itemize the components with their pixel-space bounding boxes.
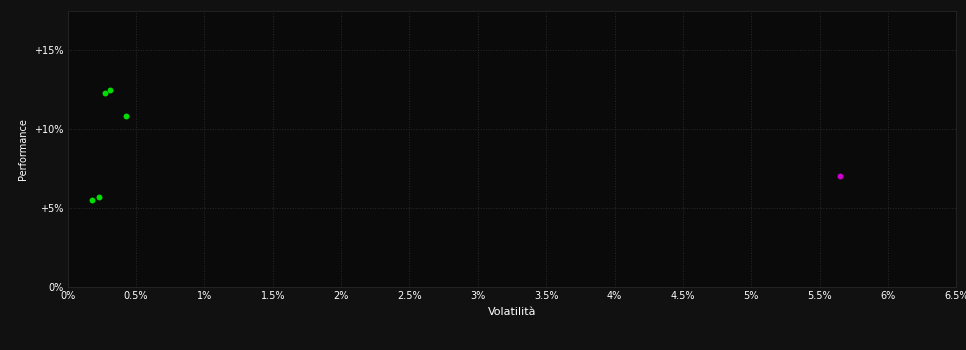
X-axis label: Volatilità: Volatilità <box>488 307 536 317</box>
Point <box>833 174 848 179</box>
Point <box>92 194 107 200</box>
Point <box>119 113 134 119</box>
Point <box>97 90 112 96</box>
Y-axis label: Performance: Performance <box>18 118 28 180</box>
Point <box>102 87 118 92</box>
Point <box>84 197 99 203</box>
